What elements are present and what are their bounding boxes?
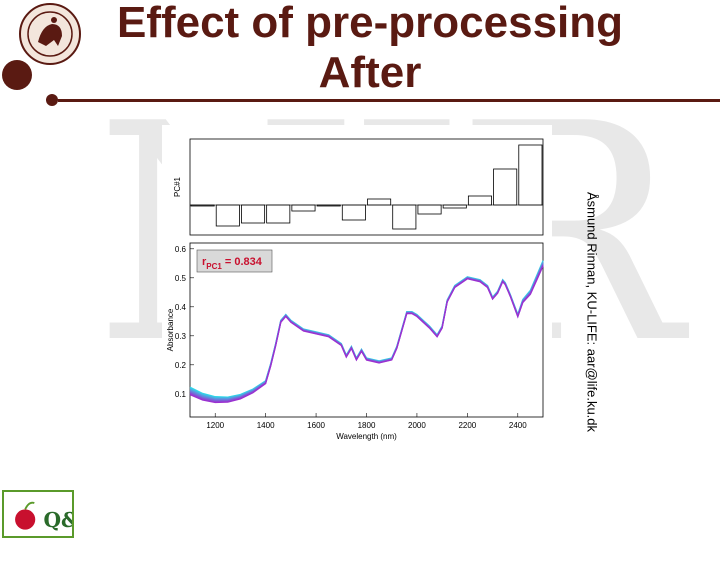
r-annotation-text: rPC1 = 0.834 xyxy=(202,256,263,271)
pc-bar xyxy=(518,144,543,206)
pc-bar xyxy=(241,204,266,224)
y-axis-label: Absorbance xyxy=(166,308,175,351)
y-tick-label: 0.5 xyxy=(175,274,187,283)
university-seal-icon xyxy=(19,3,81,65)
pc-axis-label: PC#1 xyxy=(173,176,182,197)
title-line-1: Effect of pre-processing xyxy=(116,0,624,47)
spectrum-line xyxy=(189,265,544,404)
x-tick-label: 2000 xyxy=(408,421,426,430)
x-tick-label: 2200 xyxy=(458,421,476,430)
decor-dot-large xyxy=(2,60,32,90)
decor-dot-small xyxy=(46,94,58,106)
x-tick-label: 1600 xyxy=(307,421,325,430)
pc-bar xyxy=(392,204,417,230)
title-line-2: After xyxy=(318,48,422,97)
pc-bar xyxy=(341,204,366,221)
x-tick-label: 1400 xyxy=(257,421,275,430)
pc-bar xyxy=(215,204,240,227)
pc-bar xyxy=(316,204,341,207)
pc-bar xyxy=(467,195,492,206)
x-axis-label: Wavelength (nm) xyxy=(336,432,397,441)
author-contact-text: Åsmund Rinnan, KU-LIFE: aar@life.ku.dk xyxy=(584,191,600,433)
logo-label: Q&T xyxy=(44,508,75,532)
x-tick-label: 1200 xyxy=(206,421,224,430)
x-tick-label: 1800 xyxy=(358,421,376,430)
slide-title: Effect of pre-processing After xyxy=(80,0,660,98)
pc-bar xyxy=(266,204,291,224)
y-tick-label: 0.3 xyxy=(175,332,187,341)
y-tick-label: 0.2 xyxy=(175,361,187,370)
pc-panel-frame xyxy=(189,138,544,236)
qt-logo-icon: Q&T xyxy=(2,490,74,538)
pc-bar xyxy=(291,204,316,212)
y-tick-label: 0.1 xyxy=(175,390,187,399)
pc-bar xyxy=(493,168,518,206)
pc-bar xyxy=(190,204,215,207)
pc-bar xyxy=(442,204,467,209)
pc-bar xyxy=(367,198,392,206)
r-annotation-box xyxy=(196,249,273,273)
chart: PC#1 0.1 0.2 0.3 0.4 0.5 0.6 1200 1400 1600 1800 20… xyxy=(162,125,552,450)
x-tick-label: 2400 xyxy=(509,421,527,430)
title-rule xyxy=(58,99,720,102)
y-tick-label: 0.4 xyxy=(175,303,187,312)
pc-bar xyxy=(417,204,442,215)
y-tick-label: 0.6 xyxy=(175,245,187,254)
